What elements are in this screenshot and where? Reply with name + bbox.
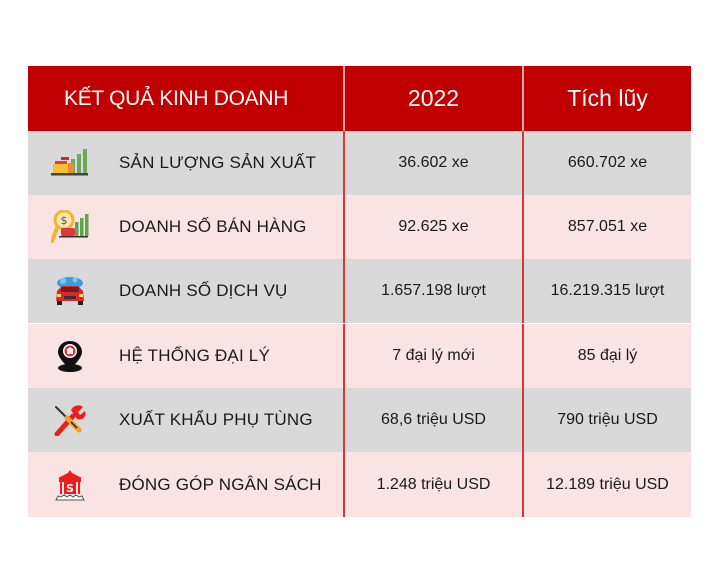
year-value: 1.248 triệu USD [343, 452, 522, 517]
table-row: SẢN LƯỢNG SẢN XUẤT 36.602 xe 660.702 xe [28, 131, 691, 195]
year-value: 7 đại lý mới [343, 324, 522, 388]
cumulative-value: 857.051 xe [522, 195, 691, 259]
year-value: 1.657.198 lượt [343, 259, 522, 323]
table-row: $ DOANH SỐ BÁN HÀNG 92.625 xe 857.051 xe [28, 195, 691, 259]
table-row: HỆ THỐNG ĐẠI LÝ 7 đại lý mới 85 đại lý [28, 324, 691, 388]
row-label: SẢN LƯỢNG SẢN XUẤT [119, 153, 317, 172]
car-wash-service-icon [50, 273, 90, 309]
cumulative-value: 16.219.315 lượt [522, 259, 691, 323]
year-value: 36.602 xe [343, 131, 522, 195]
business-results-table: KẾT QUẢ KINH DOANH 2022 Tích lũy SẢN LƯỢ… [28, 66, 691, 517]
header-year: 2022 [343, 66, 522, 131]
header-title: KẾT QUẢ KINH DOANH [64, 86, 289, 110]
dealer-location-pin-icon [50, 338, 90, 374]
table-header: KẾT QUẢ KINH DOANH 2022 Tích lũy [28, 66, 691, 131]
table-row: XUẤT KHẨU PHỤ TÙNG 68,6 triệu USD 790 tr… [28, 388, 691, 452]
row-label: HỆ THỐNG ĐẠI LÝ [119, 346, 270, 365]
svg-text:$: $ [61, 214, 68, 227]
cumulative-value: 660.702 xe [522, 131, 691, 195]
table-row: S ĐÓNG GÓP NGÂN SÁCH 1.248 triệu USD 12.… [28, 452, 691, 517]
cumulative-value: 12.189 triệu USD [522, 452, 691, 517]
row-label: DOANH SỐ BÁN HÀNG [119, 217, 307, 236]
wrench-screwdriver-icon [50, 402, 90, 438]
table-row: DOANH SỐ DỊCH VỤ 1.657.198 lượt 16.219.3… [28, 259, 691, 323]
cumulative-value: 85 đại lý [522, 324, 691, 388]
header-cumulative: Tích lũy [522, 66, 691, 131]
row-label: DOANH SỐ DỊCH VỤ [119, 281, 288, 300]
svg-text:S: S [66, 482, 74, 495]
budget-contribution-icon: S [50, 467, 90, 503]
year-value: 92.625 xe [343, 195, 522, 259]
sales-magnifier-car-icon: $ [50, 209, 90, 245]
factory-production-chart-icon [50, 145, 90, 181]
cumulative-value: 790 triệu USD [522, 388, 691, 452]
row-label: XUẤT KHẨU PHỤ TÙNG [119, 410, 313, 429]
year-value: 68,6 triệu USD [343, 388, 522, 452]
row-label: ĐÓNG GÓP NGÂN SÁCH [119, 474, 322, 494]
